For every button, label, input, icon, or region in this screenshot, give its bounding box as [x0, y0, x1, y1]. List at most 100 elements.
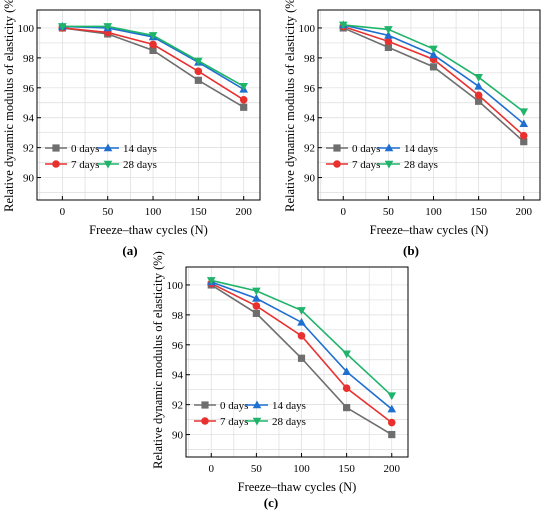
- plot-frame: [36, 9, 261, 201]
- legend-swatch-marker: [201, 401, 209, 409]
- legend-item: 0 days: [194, 400, 248, 412]
- data-point: [520, 138, 528, 146]
- chart-panel-2: 90 92 94 96 98 100 0 50 100 150 200 Freeze–thaw cyc…: [283, 0, 541, 258]
- data-point: [342, 367, 351, 376]
- data-point: [388, 430, 396, 439]
- legend-swatch-marker: [103, 143, 113, 152]
- data-point: [474, 74, 483, 82]
- data-point: [474, 81, 483, 90]
- legend-item: 14 days: [246, 400, 306, 412]
- legend-item: 14 days: [97, 143, 157, 155]
- y-tick-label: 98: [172, 310, 184, 322]
- data-point: [387, 392, 397, 401]
- legend-label: 0 days: [220, 400, 248, 412]
- series-28-days: [338, 21, 529, 117]
- series-14-days: [206, 277, 397, 413]
- legend: 0 days 14 days 7 days 28 days: [45, 143, 157, 171]
- data-point: [475, 97, 483, 105]
- legend-swatch-marker: [333, 160, 341, 168]
- x-tick-label: 0: [341, 206, 347, 218]
- data-point: [194, 57, 203, 66]
- legend-swatch-marker: [52, 160, 60, 168]
- legend-label: 14 days: [272, 400, 306, 412]
- x-tick-label: 150: [190, 206, 207, 218]
- x-tick-label: 150: [338, 463, 355, 475]
- data-point: [252, 287, 261, 296]
- data-point: [338, 21, 348, 30]
- data-point: [297, 332, 306, 340]
- y-axis-label: Relative dynamic modulus of elasticity (…: [151, 251, 165, 469]
- x-axis-label: Freeze–thaw cycles (N): [370, 223, 489, 237]
- legend-swatch-marker: [201, 417, 209, 425]
- y-tick-label: 98: [304, 53, 316, 65]
- data-point: [252, 293, 261, 302]
- x-tick-label: 150: [470, 206, 487, 218]
- series-28-days: [206, 277, 397, 401]
- data-point: [387, 404, 397, 413]
- x-axis-label: Freeze–thaw cycles (N): [238, 480, 357, 494]
- data-point: [384, 30, 393, 39]
- legend-item: 7 days: [45, 159, 99, 171]
- data-point: [297, 354, 306, 362]
- data-point: [149, 46, 157, 54]
- data-point: [384, 26, 393, 34]
- y-tick-label: 100: [167, 280, 184, 292]
- y-tick-label: 90: [304, 173, 316, 185]
- data-point: [252, 302, 261, 310]
- x-tick-label: 100: [293, 463, 310, 475]
- data-point: [103, 23, 113, 31]
- plot-frame: [317, 9, 541, 201]
- data-point: [240, 103, 248, 111]
- x-tick-label: 50: [251, 463, 263, 475]
- data-point: [206, 277, 216, 285]
- legend-label: 28 days: [404, 159, 438, 171]
- y-axis-label: Relative dynamic modulus of elasticity (…: [283, 0, 297, 212]
- y-tick-label: 100: [18, 23, 35, 35]
- data-point: [429, 63, 438, 71]
- data-point: [384, 37, 393, 46]
- y-tick-label: 96: [23, 83, 35, 95]
- legend-swatch-marker: [252, 400, 262, 409]
- legend-item: 7 days: [326, 159, 380, 171]
- legend-swatch-marker: [103, 160, 113, 169]
- data-point: [58, 23, 67, 31]
- x-tick-label: 50: [102, 206, 114, 218]
- x-tick-label: 0: [60, 206, 66, 218]
- legend-label: 7 days: [220, 416, 248, 428]
- data-point: [194, 67, 203, 76]
- legend: 0 days 14 days 7 days 28 days: [326, 143, 438, 171]
- y-tick-label: 92: [172, 400, 183, 412]
- legend-swatch-marker: [52, 144, 60, 152]
- legend-label: 0 days: [71, 143, 99, 155]
- x-tick-label: 0: [209, 463, 215, 475]
- legend-item: 14 days: [378, 143, 438, 155]
- chart-panel-3: 90 92 94 96 98 100 0 50 100 150 200 Freeze–thaw cyc…: [151, 251, 409, 510]
- legend-swatch-marker: [384, 143, 394, 152]
- data-point: [342, 350, 351, 359]
- y-tick-label: 90: [172, 430, 184, 442]
- y-tick-label: 96: [172, 340, 184, 352]
- legend-label: 7 days: [71, 159, 99, 171]
- y-tick-label: 98: [23, 53, 35, 65]
- x-tick-label: 100: [145, 206, 162, 218]
- x-tick-label: 200: [384, 463, 401, 475]
- y-tick-label: 96: [304, 83, 316, 95]
- legend-item: 28 days: [97, 159, 157, 171]
- y-tick-label: 94: [23, 113, 35, 125]
- data-point: [297, 307, 306, 315]
- legend-item: 0 days: [326, 143, 380, 155]
- plot-frame: [185, 266, 409, 458]
- legend-swatch-marker: [333, 144, 341, 152]
- legend-item: 28 days: [246, 416, 306, 428]
- series-28-days: [58, 23, 248, 91]
- legend-item: 0 days: [45, 143, 99, 155]
- legend: 0 days 14 days 7 days 28 days: [194, 400, 306, 428]
- data-point: [148, 32, 158, 40]
- chart-panel-1: 90 92 94 96 98 100 0 50 100 150 200 Freeze–thaw cyc…: [2, 0, 261, 258]
- data-point: [519, 131, 528, 140]
- x-tick-label: 100: [425, 206, 442, 218]
- legend-label: 14 days: [404, 143, 438, 155]
- legend-label: 0 days: [352, 143, 380, 155]
- y-tick-label: 92: [304, 143, 315, 155]
- data-point: [342, 384, 351, 392]
